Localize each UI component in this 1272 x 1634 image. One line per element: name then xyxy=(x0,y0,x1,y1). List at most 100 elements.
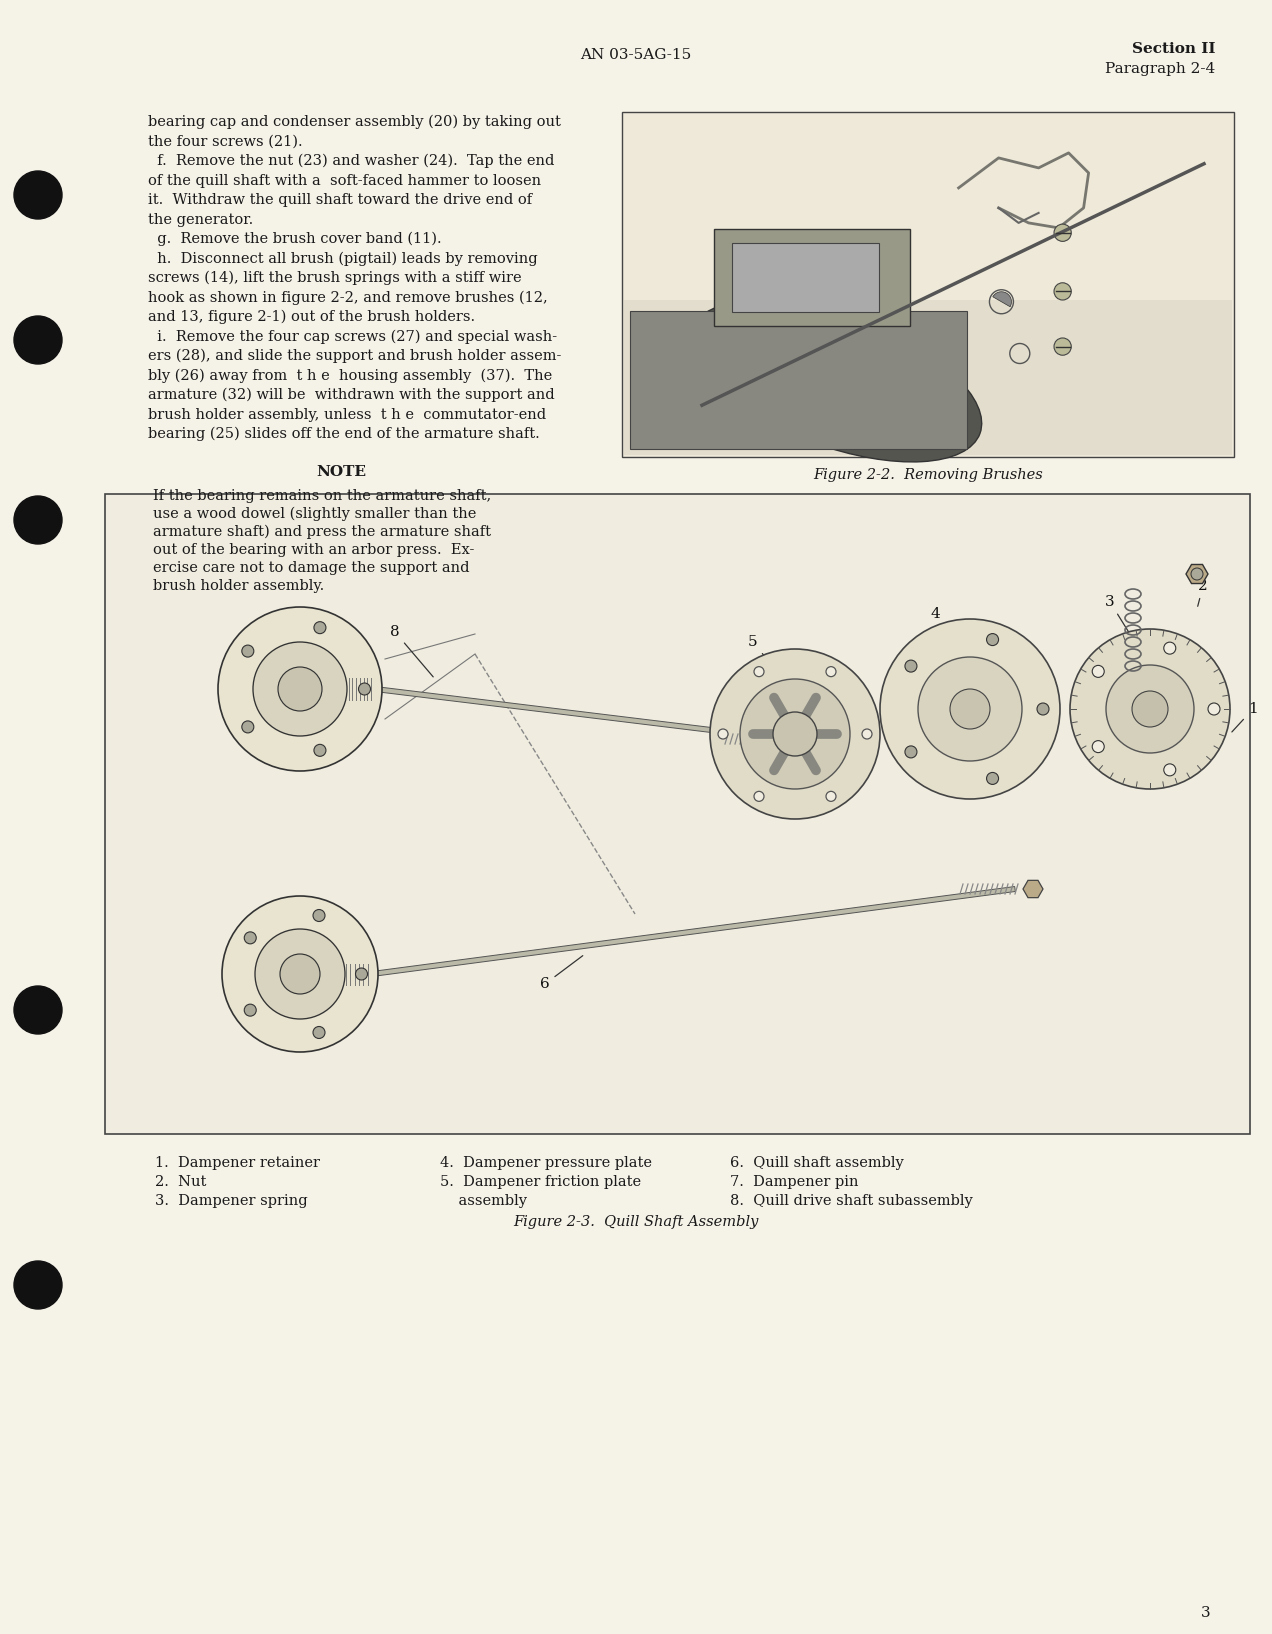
Circle shape xyxy=(1054,283,1071,301)
Circle shape xyxy=(14,985,62,1034)
Circle shape xyxy=(242,645,254,657)
Circle shape xyxy=(1164,642,1175,654)
Circle shape xyxy=(244,1005,256,1016)
Circle shape xyxy=(710,649,880,819)
Circle shape xyxy=(1093,665,1104,678)
Circle shape xyxy=(14,315,62,364)
Text: and 13, figure 2-1) out of the brush holders.: and 13, figure 2-1) out of the brush hol… xyxy=(148,310,476,325)
Circle shape xyxy=(987,773,999,784)
Text: ers (28), and slide the support and brush holder assem-: ers (28), and slide the support and brus… xyxy=(148,350,561,363)
Circle shape xyxy=(826,791,836,801)
Circle shape xyxy=(280,954,321,993)
Circle shape xyxy=(1191,569,1203,580)
Text: Figure 2-3.  Quill Shaft Assembly: Figure 2-3. Quill Shaft Assembly xyxy=(514,1216,758,1229)
Text: 2.  Nut: 2. Nut xyxy=(155,1175,206,1190)
Text: 3: 3 xyxy=(1201,1606,1210,1619)
Circle shape xyxy=(254,930,345,1020)
Circle shape xyxy=(279,667,322,711)
Circle shape xyxy=(826,667,836,676)
Bar xyxy=(733,243,879,312)
Circle shape xyxy=(1054,224,1071,242)
Circle shape xyxy=(223,895,378,1052)
Circle shape xyxy=(950,690,990,729)
Text: brush holder assembly.: brush holder assembly. xyxy=(153,578,324,593)
Circle shape xyxy=(740,680,850,789)
Circle shape xyxy=(313,1026,326,1039)
Text: 7: 7 xyxy=(248,632,289,686)
Circle shape xyxy=(1070,629,1230,789)
Text: bly (26) away from  t h e  housing assembly  (37).  The: bly (26) away from t h e housing assembl… xyxy=(148,369,552,382)
Circle shape xyxy=(904,745,917,758)
Text: 3: 3 xyxy=(1105,595,1132,637)
Text: out of the bearing with an arbor press.  Ex-: out of the bearing with an arbor press. … xyxy=(153,542,474,557)
Circle shape xyxy=(313,910,326,922)
Text: NOTE: NOTE xyxy=(315,464,366,479)
Bar xyxy=(106,493,1250,1134)
Text: 4.  Dampener pressure plate: 4. Dampener pressure plate xyxy=(440,1155,653,1170)
Circle shape xyxy=(1132,691,1168,727)
Text: f.  Remove the nut (23) and washer (24).  Tap the end: f. Remove the nut (23) and washer (24). … xyxy=(148,154,555,168)
Circle shape xyxy=(253,642,347,735)
Bar xyxy=(714,229,909,325)
Text: i.  Remove the four cap screws (27) and special wash-: i. Remove the four cap screws (27) and s… xyxy=(148,330,557,343)
Circle shape xyxy=(14,497,62,544)
Text: 2: 2 xyxy=(1198,578,1208,606)
Text: the four screws (21).: the four screws (21). xyxy=(148,134,303,149)
FancyArrow shape xyxy=(375,686,785,742)
FancyArrow shape xyxy=(371,887,1015,977)
Bar xyxy=(625,299,1233,454)
Circle shape xyxy=(773,712,817,757)
Text: the generator.: the generator. xyxy=(148,212,253,227)
Text: bearing cap and condenser assembly (20) by taking out: bearing cap and condenser assembly (20) … xyxy=(148,114,561,129)
Text: 8.  Quill drive shaft subassembly: 8. Quill drive shaft subassembly xyxy=(730,1194,973,1208)
Text: g.  Remove the brush cover band (11).: g. Remove the brush cover band (11). xyxy=(148,232,441,247)
Text: 6.  Quill shaft assembly: 6. Quill shaft assembly xyxy=(730,1155,903,1170)
Text: AN 03-5AG-15: AN 03-5AG-15 xyxy=(580,47,692,62)
Bar xyxy=(622,113,1234,458)
Text: 6: 6 xyxy=(541,956,583,990)
Text: 3.  Dampener spring: 3. Dampener spring xyxy=(155,1194,308,1208)
Text: 8: 8 xyxy=(391,624,434,676)
Text: If the bearing remains on the armature shaft,: If the bearing remains on the armature s… xyxy=(153,489,491,503)
Circle shape xyxy=(1093,740,1104,753)
Circle shape xyxy=(359,683,370,694)
FancyArrow shape xyxy=(321,966,371,982)
Ellipse shape xyxy=(691,301,982,462)
Circle shape xyxy=(904,660,917,672)
Text: bearing (25) slides off the end of the armature shaft.: bearing (25) slides off the end of the a… xyxy=(148,426,539,441)
Circle shape xyxy=(1208,703,1220,716)
Circle shape xyxy=(244,931,256,944)
Circle shape xyxy=(355,967,368,980)
Text: of the quill shaft with a  soft-faced hammer to loosen: of the quill shaft with a soft-faced ham… xyxy=(148,173,541,188)
Text: brush holder assembly, unless  t h e  commutator-end: brush holder assembly, unless t h e comm… xyxy=(148,407,546,422)
Text: 7.  Dampener pin: 7. Dampener pin xyxy=(730,1175,859,1190)
Text: ercise care not to damage the support and: ercise care not to damage the support an… xyxy=(153,560,469,575)
Wedge shape xyxy=(992,292,1011,307)
Text: 5.  Dampener friction plate: 5. Dampener friction plate xyxy=(440,1175,641,1190)
Text: it.  Withdraw the quill shaft toward the drive end of: it. Withdraw the quill shaft toward the … xyxy=(148,193,532,208)
Circle shape xyxy=(987,634,999,645)
Circle shape xyxy=(314,745,326,757)
Text: hook as shown in figure 2-2, and remove brushes (12,: hook as shown in figure 2-2, and remove … xyxy=(148,291,548,306)
Circle shape xyxy=(918,657,1021,761)
Text: 5: 5 xyxy=(748,636,794,691)
Text: h.  Disconnect all brush (pigtail) leads by removing: h. Disconnect all brush (pigtail) leads … xyxy=(148,252,538,266)
Circle shape xyxy=(880,619,1060,799)
Circle shape xyxy=(314,621,326,634)
Text: armature (32) will be  withdrawn with the support and: armature (32) will be withdrawn with the… xyxy=(148,387,555,402)
Circle shape xyxy=(1164,763,1175,776)
Text: screws (14), lift the brush springs with a stiff wire: screws (14), lift the brush springs with… xyxy=(148,271,522,286)
Text: 1: 1 xyxy=(1231,703,1258,732)
Circle shape xyxy=(717,729,728,739)
Text: assembly: assembly xyxy=(440,1194,527,1208)
Circle shape xyxy=(218,606,382,771)
Circle shape xyxy=(242,721,254,734)
Bar xyxy=(630,310,967,449)
Circle shape xyxy=(14,1261,62,1309)
Text: 1.  Dampener retainer: 1. Dampener retainer xyxy=(155,1155,321,1170)
Circle shape xyxy=(14,172,62,219)
FancyArrow shape xyxy=(322,681,375,698)
Text: use a wood dowel (slightly smaller than the: use a wood dowel (slightly smaller than … xyxy=(153,507,477,521)
Circle shape xyxy=(1037,703,1049,716)
Text: Paragraph 2-4: Paragraph 2-4 xyxy=(1105,62,1215,77)
